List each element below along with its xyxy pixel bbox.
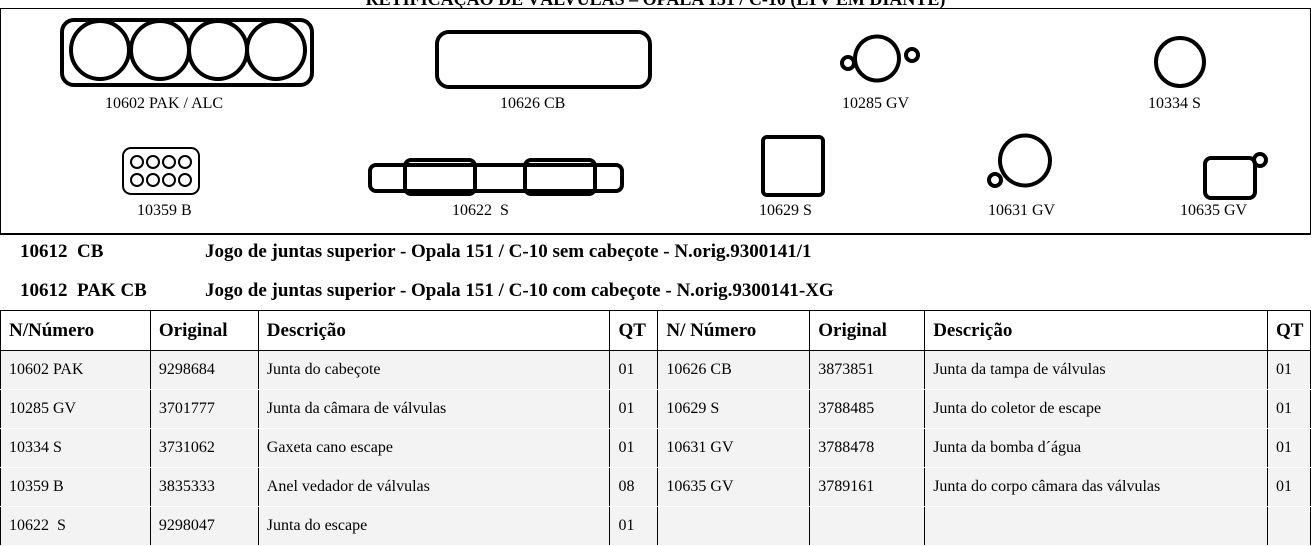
table-cell: Anel vedador de válvulas bbox=[257, 467, 611, 507]
table-row: 10285 GV 3701777 Junta da câmara de válvul… bbox=[0, 389, 1311, 429]
part-label: 10626 CB bbox=[500, 95, 566, 112]
table-cell: 01 bbox=[1266, 428, 1311, 468]
part-label: 10635 GV bbox=[1180, 202, 1248, 219]
part-label: 10334 S bbox=[1148, 95, 1201, 112]
table-cell: 01 bbox=[1266, 467, 1311, 507]
table-cell: 01 bbox=[609, 389, 659, 429]
column-header: Original bbox=[149, 310, 259, 351]
part-label: 10631 GV bbox=[988, 202, 1056, 219]
column-header: QT bbox=[1266, 310, 1311, 351]
column-header: N/Número bbox=[0, 310, 151, 351]
table-cell: Junta da bomba d´água bbox=[924, 428, 1268, 468]
table-cell: 9298684 bbox=[149, 350, 259, 390]
table-cell: 3788478 bbox=[809, 428, 926, 468]
table-cell: 3789161 bbox=[809, 467, 926, 507]
parts-table: N/Número Original Descrição QT N/ Número Orig… bbox=[0, 310, 1311, 546]
part-label: 10285 GV bbox=[842, 95, 910, 112]
table-cell: 10631 GV bbox=[657, 428, 811, 468]
table-cell: 10285 GV bbox=[0, 389, 151, 429]
table-cell bbox=[809, 506, 926, 546]
table-row: 10622 S 9298047 Junta do escape 01 bbox=[0, 506, 1311, 546]
table-cell: Junta da tampa de válvulas bbox=[924, 350, 1268, 390]
part-label: 10602 PAK / ALC bbox=[105, 95, 224, 112]
table-cell: 10629 S bbox=[657, 389, 811, 429]
table-cell: 3835333 bbox=[149, 467, 259, 507]
part-label: 10629 S bbox=[759, 202, 812, 219]
kit-description: Jogo de juntas superior - Opala 151 / C-… bbox=[205, 241, 812, 262]
column-header: Descrição bbox=[924, 310, 1268, 351]
table-cell: 10359 B bbox=[0, 467, 151, 507]
table-cell: Junta do escape bbox=[257, 506, 611, 546]
table-cell: 9298047 bbox=[149, 506, 259, 546]
table-cell: Junta da câmara de válvulas bbox=[257, 389, 611, 429]
table-cell: 10334 S bbox=[0, 428, 151, 468]
column-header: Descrição bbox=[257, 310, 611, 351]
table-row: 10334 S 3731062 Gaxeta cano escape 01 10631 … bbox=[0, 428, 1311, 468]
table-cell: 01 bbox=[1266, 350, 1311, 390]
table-cell: Junta do cabeçote bbox=[257, 350, 611, 390]
table-row: 10359 B 3835333 Anel vedador de válvulas 08… bbox=[0, 467, 1311, 507]
table-cell: 10626 CB bbox=[657, 350, 811, 390]
table-cell bbox=[924, 506, 1268, 546]
kit-code: 10612 CB bbox=[20, 241, 104, 262]
table-cell bbox=[657, 506, 811, 546]
table-cell: 01 bbox=[609, 506, 659, 546]
column-header: QT bbox=[609, 310, 659, 351]
column-header: Original bbox=[809, 310, 926, 351]
header-row: N/Número Original Descrição QT N/ Número Orig… bbox=[0, 310, 1311, 351]
table-row: 10602 PAK 9298684 Junta do cabeçote 01 10626… bbox=[0, 350, 1311, 390]
table-cell: 10622 S bbox=[0, 506, 151, 546]
table-cell: 3701777 bbox=[149, 389, 259, 429]
table-cell: 01 bbox=[609, 428, 659, 468]
part-label: 10359 B bbox=[137, 202, 192, 219]
table-cell: 3873851 bbox=[809, 350, 926, 390]
part-label: 10622 S bbox=[452, 202, 509, 219]
table-cell: Gaxeta cano escape bbox=[257, 428, 611, 468]
column-header: N/ Número bbox=[657, 310, 811, 351]
table-cell: 3788485 bbox=[809, 389, 926, 429]
table-cell: Junta do corpo câmara das válvulas bbox=[924, 467, 1268, 507]
table-cell: 10602 PAK bbox=[0, 350, 151, 390]
title: RETIFICAÇÃO DE VÁLVULAS – OPALA 151 / C-… bbox=[0, 0, 1311, 10]
table-cell: 10635 GV bbox=[657, 467, 811, 507]
kit-description: Jogo de juntas superior - Opala 151 / C-… bbox=[205, 280, 834, 301]
gasket-drawings bbox=[60, 18, 1268, 200]
table-cell: 3731062 bbox=[149, 428, 259, 468]
table-cell: Junta do coletor de escape bbox=[924, 389, 1268, 429]
table-cell: 01 bbox=[609, 350, 659, 390]
table-cell: 08 bbox=[609, 467, 659, 507]
kit-code: 10612 PAK CB bbox=[20, 280, 147, 301]
table-cell bbox=[1266, 506, 1311, 546]
table-cell: 01 bbox=[1266, 389, 1311, 429]
